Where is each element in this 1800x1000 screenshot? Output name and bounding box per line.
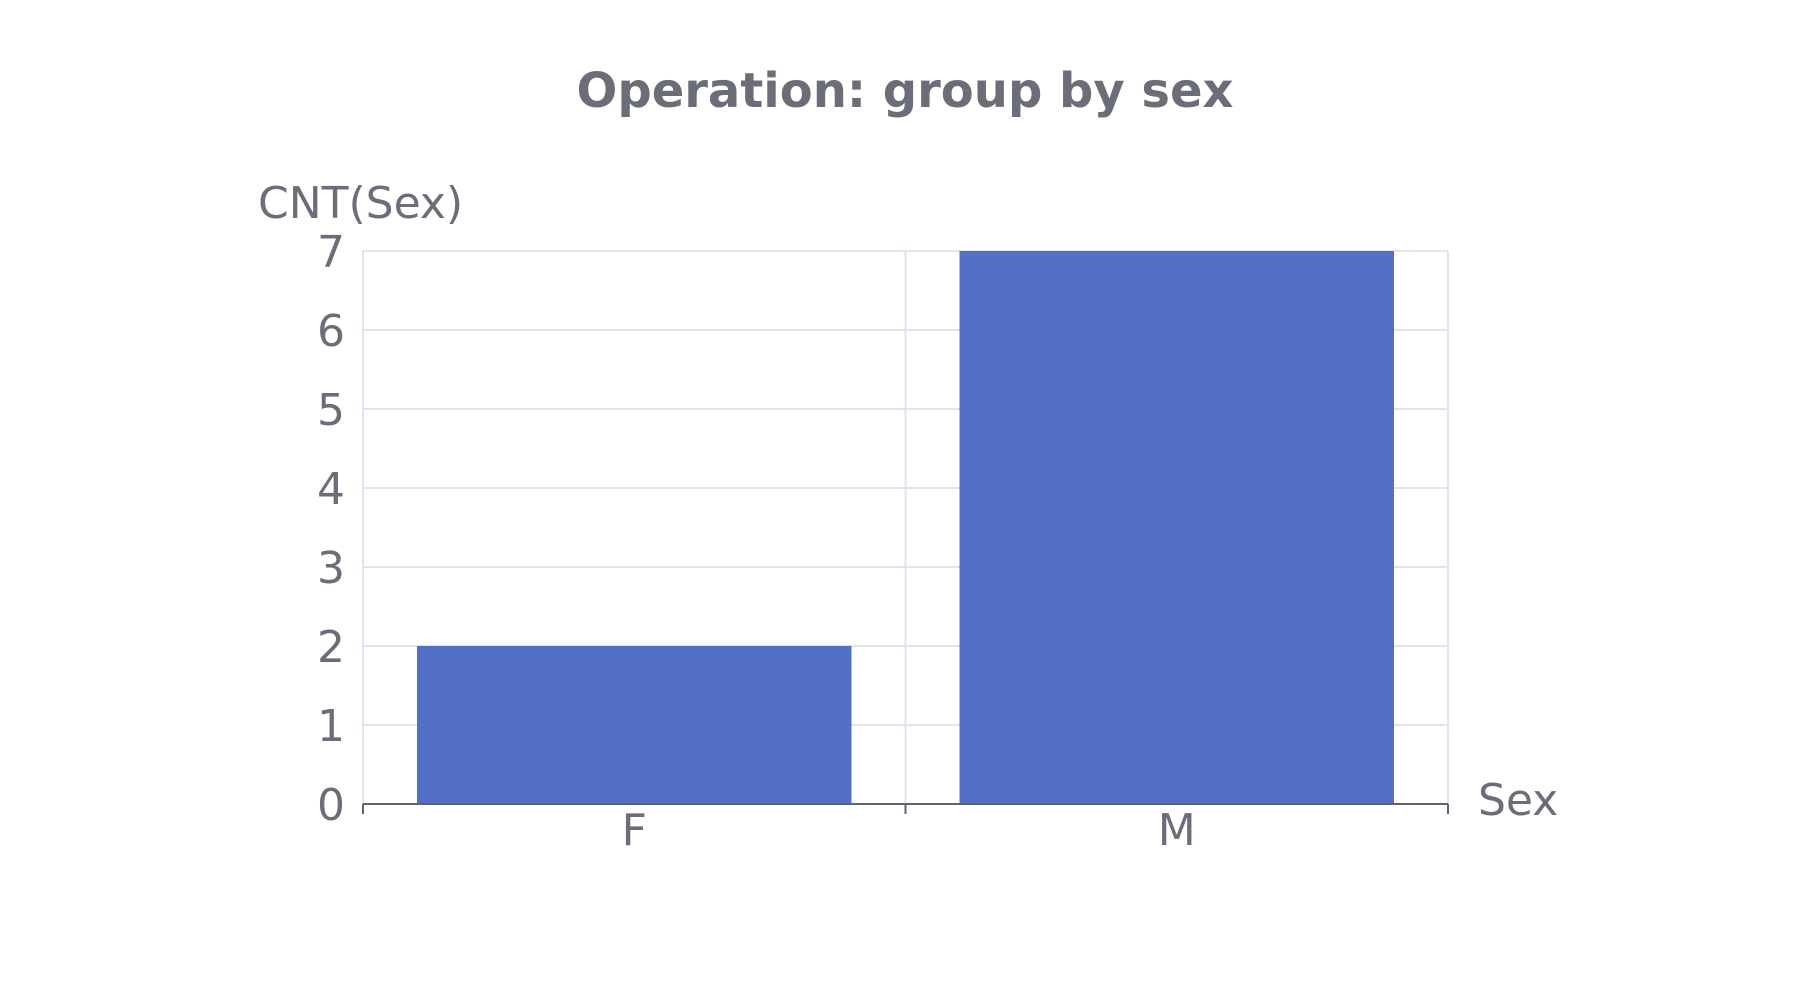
y-tick-label: 3 (317, 543, 345, 594)
x-tick-label: F (622, 805, 647, 856)
y-tick-label: 0 (317, 780, 345, 831)
y-tick-label: 1 (317, 701, 345, 752)
chart-title: Operation: group by sex (577, 63, 1234, 119)
bars (417, 251, 1394, 804)
y-tick-label: 6 (317, 306, 345, 357)
bar-F[interactable] (417, 646, 852, 804)
x-axis-label: Sex (1478, 775, 1558, 826)
x-tick-label: M (1158, 805, 1196, 856)
y-tick-label: 5 (317, 385, 345, 436)
y-tick-label: 7 (317, 227, 345, 278)
y-axis-label: CNT(Sex) (258, 178, 463, 229)
y-tick-label: 4 (317, 464, 345, 515)
bar-M[interactable] (959, 251, 1395, 804)
y-axis-ticks: 0 1 2 3 4 5 6 7 (317, 227, 345, 831)
y-tick-label: 2 (317, 622, 345, 673)
axes (362, 803, 1449, 814)
